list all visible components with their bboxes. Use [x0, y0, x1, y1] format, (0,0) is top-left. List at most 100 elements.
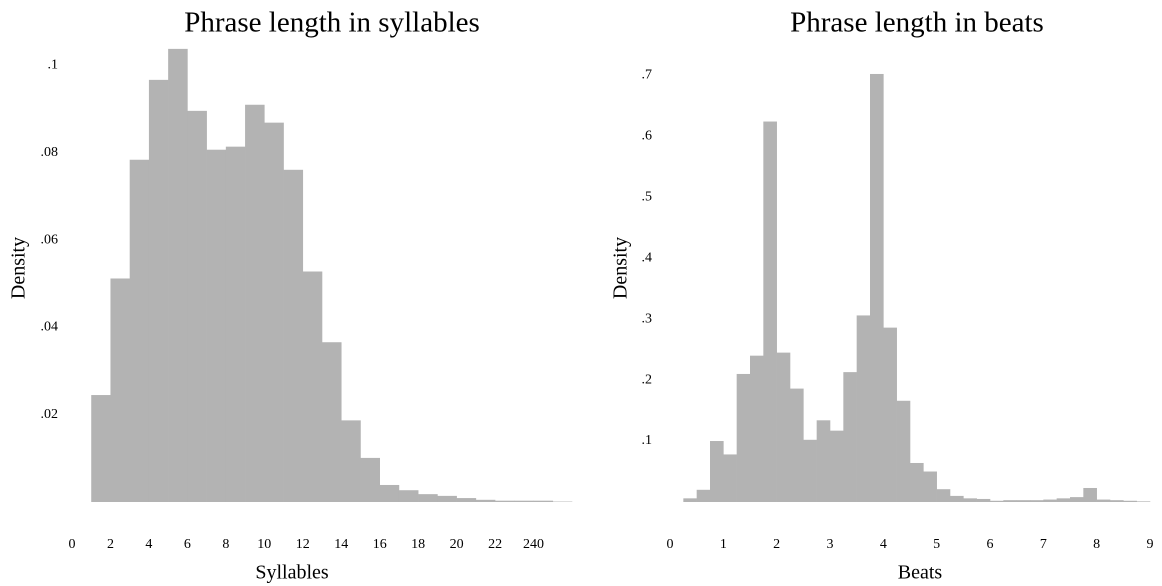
y-tick-label: .06 — [41, 232, 59, 247]
y-tick-label: .5 — [642, 189, 653, 204]
x-tick-label: 8 — [222, 537, 229, 552]
bar — [533, 500, 554, 502]
x-tick-label: 7 — [1040, 537, 1047, 552]
bar — [1043, 499, 1057, 502]
x-tick-label: 1 — [720, 537, 727, 552]
bar — [1003, 500, 1017, 502]
x-tick-label: 10 — [257, 537, 271, 552]
x-tick-label: 2 — [107, 537, 114, 552]
bar — [750, 355, 764, 502]
y-tick-label: .2 — [642, 372, 653, 387]
y-tick-label: .7 — [642, 67, 653, 82]
x-tick-label: 3 — [827, 537, 834, 552]
bar — [360, 457, 380, 502]
x-tick-label: 240 — [523, 537, 544, 552]
x-tick-label: 20 — [450, 537, 464, 552]
bar — [843, 372, 857, 502]
bar — [856, 315, 871, 502]
bar — [896, 400, 911, 502]
x-tick-label: 14 — [334, 537, 348, 552]
bar — [456, 498, 477, 502]
y-tick-label: .04 — [41, 320, 59, 335]
y-tick-label: .02 — [41, 407, 59, 422]
bar — [264, 122, 284, 503]
x-axis-label: Syllables — [255, 562, 329, 584]
bar — [129, 159, 150, 502]
bar — [923, 471, 937, 502]
x-tick-label: 4 — [145, 537, 152, 552]
x-tick-label: 18 — [411, 537, 425, 552]
bar — [398, 490, 419, 502]
bar — [910, 462, 924, 502]
y-tick-label: .6 — [642, 128, 653, 143]
chart-title: Phrase length in beats — [790, 7, 1044, 39]
bar — [696, 489, 711, 502]
x-tick-label: 0 — [667, 537, 674, 552]
bar — [1016, 500, 1031, 502]
x-tick-label: 22 — [488, 537, 502, 552]
bar — [1070, 497, 1084, 502]
y-tick-label: .1 — [642, 433, 653, 448]
bar — [710, 441, 724, 502]
bar — [1096, 499, 1111, 502]
bar — [950, 495, 964, 502]
bar — [437, 495, 457, 502]
bar — [936, 489, 951, 502]
bar — [883, 327, 897, 502]
bar — [1030, 500, 1044, 502]
bar — [1056, 498, 1071, 502]
bar — [1136, 501, 1151, 502]
bar — [816, 420, 831, 502]
x-tick-label: 2 — [773, 537, 780, 552]
y-axis-label: Density — [610, 237, 632, 299]
bar — [1110, 500, 1124, 502]
bar — [341, 420, 361, 502]
bar — [736, 373, 751, 502]
bar — [963, 498, 977, 502]
bar — [803, 439, 817, 502]
y-tick-label: .1 — [48, 58, 59, 73]
bar — [148, 79, 169, 502]
x-tick-label: 0 — [69, 537, 76, 552]
bar — [776, 352, 791, 502]
y-tick-label: .3 — [642, 311, 653, 326]
bar — [418, 494, 438, 502]
bar — [763, 121, 777, 503]
bar — [514, 500, 534, 502]
bar — [225, 146, 246, 502]
bar — [495, 500, 515, 502]
bar — [302, 271, 323, 502]
bar — [187, 110, 207, 502]
bar — [283, 169, 304, 502]
bar — [245, 104, 265, 502]
y-tick-label: .4 — [642, 250, 653, 265]
x-tick-label: 4 — [880, 537, 887, 552]
bar — [91, 395, 111, 502]
bar — [790, 388, 804, 502]
x-tick-label: 5 — [933, 537, 940, 552]
chart-title: Phrase length in syllables — [184, 7, 480, 39]
bar — [976, 498, 991, 502]
bar — [110, 278, 130, 502]
bar — [379, 484, 400, 502]
x-tick-label: 6 — [184, 537, 191, 552]
x-tick-label: 16 — [373, 537, 387, 552]
x-tick-label: 8 — [1093, 537, 1100, 552]
bar — [723, 454, 737, 502]
bar — [1123, 500, 1137, 502]
x-tick-label: 9 — [1147, 537, 1154, 552]
x-axis-label: Beats — [898, 562, 943, 584]
bar — [870, 73, 884, 502]
bar — [1083, 487, 1097, 502]
y-axis-label: Density — [8, 237, 30, 299]
bar — [322, 342, 342, 502]
x-tick-label: 12 — [296, 537, 310, 552]
bar — [683, 498, 697, 502]
bar — [475, 499, 496, 502]
bar — [830, 430, 844, 502]
bar — [990, 500, 1004, 502]
bar — [206, 149, 227, 503]
bar — [168, 48, 188, 502]
x-tick-label: 6 — [987, 537, 994, 552]
